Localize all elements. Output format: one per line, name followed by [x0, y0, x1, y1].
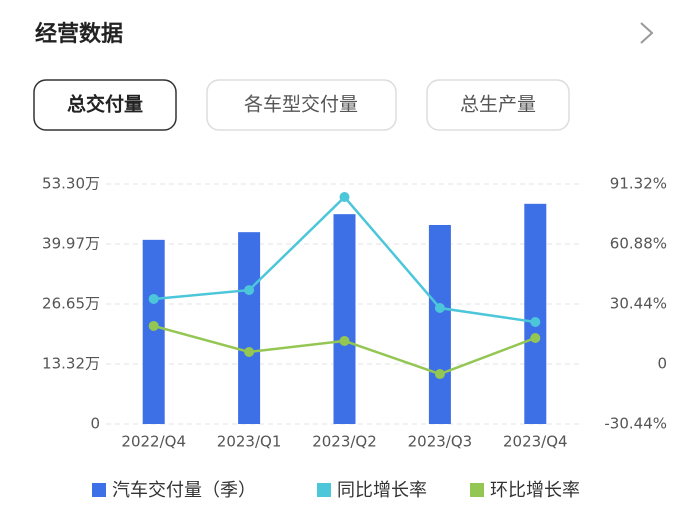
point	[530, 317, 541, 328]
y2-tick-label: 91.32%	[610, 175, 667, 193]
y-tick-label: 26.65万	[42, 295, 100, 313]
bar	[428, 224, 451, 424]
bar	[333, 214, 356, 424]
point	[434, 303, 445, 314]
x-tick-label: 2022/Q4	[121, 433, 186, 451]
point	[339, 335, 350, 346]
x-tick-label: 2023/Q3	[408, 433, 473, 451]
tab-label[interactable]: 总生产量	[460, 94, 536, 116]
y2-tick-label: 60.88%	[610, 235, 667, 253]
y2-tick-label: 30.44%	[610, 295, 667, 313]
bar	[238, 232, 261, 424]
y-tick-label: 0	[90, 415, 100, 433]
y-tick-label: 13.32万	[42, 355, 100, 373]
point	[339, 192, 350, 203]
legend-swatch	[470, 483, 484, 497]
bar	[142, 239, 165, 424]
point	[434, 369, 445, 380]
legend-swatch	[92, 483, 106, 497]
y2-tick-label: -30.44%	[604, 415, 667, 433]
legend-label: 环比增长率	[490, 480, 580, 501]
point	[148, 320, 159, 331]
legend-label: 同比增长率	[337, 480, 427, 501]
point	[244, 346, 255, 357]
bar	[524, 203, 547, 424]
legend-swatch	[317, 483, 331, 497]
legend-label: 汽车交付量（季）	[112, 480, 256, 501]
tab[interactable]	[206, 79, 397, 131]
point	[530, 332, 541, 343]
y-tick-label: 39.97万	[42, 235, 100, 253]
tab-label[interactable]: 各车型交付量	[244, 94, 358, 116]
x-tick-label: 2023/Q1	[217, 433, 282, 451]
section-title: 经营数据	[35, 21, 123, 47]
point	[148, 293, 159, 304]
x-tick-label: 2023/Q2	[312, 433, 377, 451]
y-tick-label: 53.30万	[42, 175, 100, 193]
tab-label[interactable]: 总交付量	[67, 93, 143, 116]
more-chevron[interactable]	[640, 22, 654, 44]
tab[interactable]	[426, 79, 570, 131]
y2-tick-label: 0	[657, 355, 667, 373]
x-tick-label: 2023/Q4	[503, 433, 568, 451]
tab-selected[interactable]	[33, 79, 177, 131]
point	[244, 285, 255, 296]
